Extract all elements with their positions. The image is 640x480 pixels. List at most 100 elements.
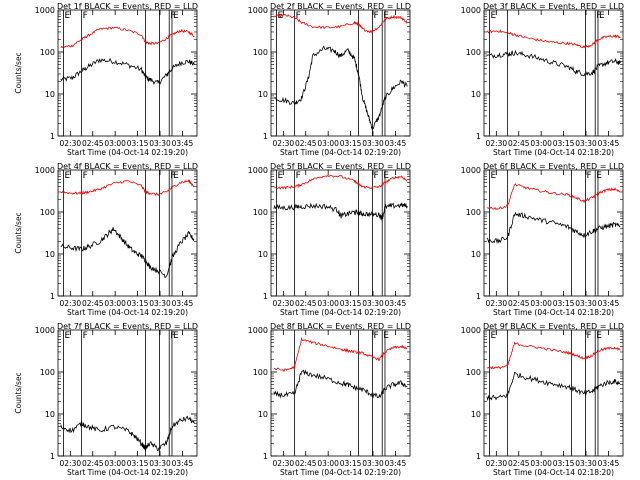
- y-tick-label: 1: [476, 292, 481, 301]
- y-tick-label: 10: [471, 410, 481, 419]
- y-tick-label: 10: [45, 250, 55, 259]
- y-tick-label: 100: [466, 368, 481, 377]
- event-marker-label: F: [170, 331, 175, 341]
- x-tick-label: 03:45: [385, 139, 407, 148]
- x-tick-label: 03:45: [598, 299, 620, 308]
- x-tick-label: 02:30: [60, 139, 82, 148]
- panel-title: Det 4f BLACK = Events, RED = LLD: [57, 162, 198, 171]
- x-tick-label: 02:45: [508, 139, 530, 148]
- x-tick-label: 03:30: [149, 459, 171, 468]
- event-marker-label: F: [296, 171, 301, 181]
- y-tick-label: 1000: [248, 326, 268, 335]
- x-tick-label: 03:15: [553, 459, 575, 468]
- y-tick-label: 1000: [35, 166, 55, 175]
- x-tick-label: 03:30: [575, 299, 597, 308]
- x-tick-label: 02:30: [273, 139, 295, 148]
- panel-7: Det 7f BLACK = Events, RED = LLD 1 10 100 10…: [14, 322, 198, 477]
- x-axis-label: Start Time (04-Oct-14 02:19:20): [67, 308, 188, 317]
- x-tick-label: 03:15: [127, 299, 149, 308]
- x-tick-label: 03:15: [553, 139, 575, 148]
- events-series-line: [486, 211, 621, 244]
- x-tick-label: 03:15: [127, 459, 149, 468]
- event-marker-label: F: [170, 171, 175, 181]
- x-tick-label: 02:45: [508, 459, 530, 468]
- x-tick-label: 03:00: [317, 459, 339, 468]
- y-tick-label: 1000: [248, 166, 268, 175]
- plot-frame: [270, 9, 411, 137]
- plot-frame: [483, 169, 624, 297]
- x-tick-label: 03:15: [340, 459, 362, 468]
- x-tick-label: 03:30: [575, 139, 597, 148]
- y-tick-label: 1: [263, 132, 268, 141]
- panel-5: Det 5f BLACK = Events, RED = LLD 1 10 100 10…: [248, 162, 411, 317]
- x-tick-label: 03:00: [530, 299, 552, 308]
- panel-4: Det 4f BLACK = Events, RED = LLD 1 10 100 10…: [14, 162, 198, 317]
- panel-title: Det 3f BLACK = Events, RED = LLD: [483, 2, 624, 11]
- x-tick-label: 02:45: [82, 139, 104, 148]
- x-tick-label: 03:15: [553, 299, 575, 308]
- y-tick-label: 100: [253, 48, 268, 57]
- event-marker-label: F: [586, 171, 591, 181]
- y-tick-label: 100: [253, 368, 268, 377]
- events-series-line: [486, 49, 621, 77]
- x-tick-label: 03:45: [172, 299, 194, 308]
- x-tick-label: 03:45: [598, 139, 620, 148]
- event-marker-label: F: [373, 331, 378, 341]
- x-tick-label: 03:45: [598, 459, 620, 468]
- events-series-line: [60, 226, 195, 279]
- panel-title: Det 7f BLACK = Events, RED = LLD: [57, 322, 198, 331]
- x-tick-label: 03:30: [575, 459, 597, 468]
- y-tick-label: 10: [471, 90, 481, 99]
- y-tick-label: 1: [263, 452, 268, 461]
- y-tick-label: 10: [45, 410, 55, 419]
- y-axis-label: Counts/sec: [14, 212, 23, 253]
- panel-3: Det 3f BLACK = Events, RED = LLD 1 10 100 10…: [461, 2, 624, 157]
- event-marker-label: E: [383, 11, 389, 21]
- plot-frame: [483, 329, 624, 457]
- x-axis-label: Start Time (04-Oct-14 02:18:20): [493, 308, 614, 317]
- plot-frame: [270, 169, 411, 297]
- x-tick-label: 03:30: [362, 299, 384, 308]
- y-tick-label: 1000: [461, 166, 481, 175]
- y-tick-label: 10: [471, 250, 481, 259]
- event-marker-label: F: [596, 11, 601, 21]
- x-tick-label: 02:30: [273, 459, 295, 468]
- plot-frame: [57, 169, 198, 297]
- y-axis-label: Counts/sec: [14, 372, 23, 413]
- lld-series-line: [273, 174, 408, 190]
- x-tick-label: 02:45: [82, 299, 104, 308]
- x-tick-label: 02:45: [295, 459, 317, 468]
- x-axis-label: Start Time (04-Oct-14 02:19:20): [280, 468, 401, 477]
- y-tick-label: 100: [40, 48, 55, 57]
- lld-series-line: [486, 29, 621, 50]
- events-series-line: [273, 202, 408, 221]
- y-tick-label: 100: [253, 208, 268, 217]
- x-axis-label: Start Time (04-Oct-14 02:19:20): [67, 148, 188, 157]
- plot-frame: [270, 329, 411, 457]
- event-marker-label: F: [296, 11, 301, 21]
- panel-1: Det 1f BLACK = Events, RED = LLD 1 10 100 10…: [14, 2, 198, 157]
- x-tick-label: 02:30: [60, 299, 82, 308]
- y-tick-label: 1: [476, 452, 481, 461]
- event-marker-label: F: [83, 171, 88, 181]
- y-tick-label: 10: [258, 250, 268, 259]
- x-tick-label: 03:45: [172, 459, 194, 468]
- event-marker-label: E: [596, 171, 602, 181]
- event-marker-label: E: [491, 171, 497, 181]
- events-series-line: [273, 45, 408, 131]
- panel-title: Det 8f BLACK = Events, RED = LLD: [270, 322, 411, 331]
- y-tick-label: 1: [50, 132, 55, 141]
- y-tick-label: 100: [40, 368, 55, 377]
- y-tick-label: 1000: [248, 6, 268, 15]
- x-tick-label: 03:00: [317, 299, 339, 308]
- event-marker-label: E: [173, 171, 179, 181]
- events-series-line: [486, 371, 621, 402]
- lld-series-line: [486, 341, 621, 370]
- events-series-line: [273, 369, 408, 399]
- y-tick-label: 10: [258, 90, 268, 99]
- event-marker-label: E: [383, 171, 389, 181]
- panel-title: Det 5f BLACK = Events, RED = LLD: [270, 162, 411, 171]
- x-axis-label: Start Time (04-Oct-14 02:19:20): [280, 148, 401, 157]
- event-marker-label: E: [491, 11, 497, 21]
- y-tick-label: 1: [476, 132, 481, 141]
